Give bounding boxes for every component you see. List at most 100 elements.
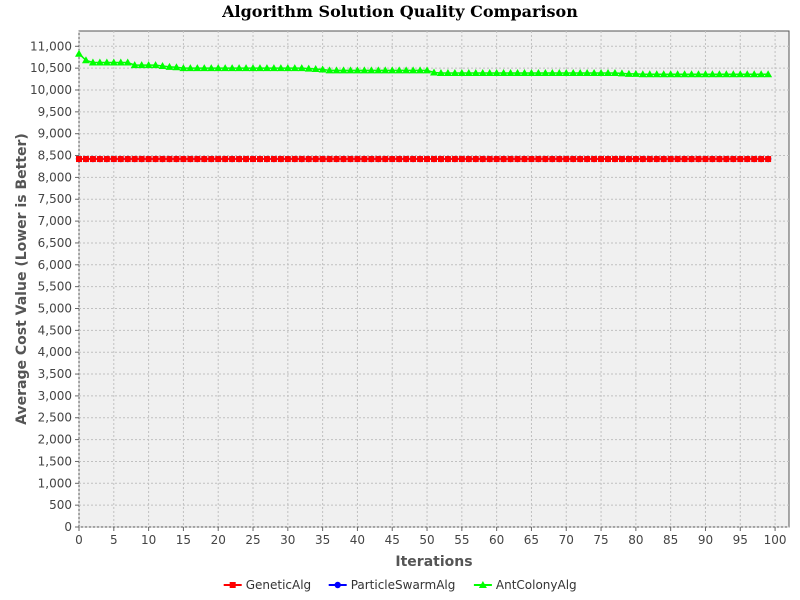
data-point (744, 156, 751, 163)
data-point (361, 156, 368, 163)
data-point (137, 61, 146, 69)
data-point (548, 68, 557, 76)
data-point (563, 156, 570, 163)
legend-label: ParticleSwarmAlg (351, 578, 456, 592)
data-point (729, 70, 738, 78)
x-tick-label: 45 (385, 533, 400, 547)
data-point (200, 64, 209, 72)
data-point (757, 70, 766, 78)
data-point (638, 70, 647, 78)
data-point (347, 156, 354, 163)
data-point (681, 156, 688, 163)
data-point (89, 156, 96, 163)
data-point (513, 68, 522, 76)
data-point (263, 156, 270, 163)
data-point (464, 68, 473, 76)
data-point (360, 66, 369, 74)
y-tick-label: 2,000 (38, 433, 72, 447)
data-point (534, 68, 543, 76)
data-point (750, 70, 759, 78)
data-point (527, 68, 536, 76)
x-tick-label: 40 (350, 533, 365, 547)
x-tick-label: 60 (489, 533, 504, 547)
y-axis-title: Average Cost Value (Lower is Better) (14, 133, 30, 425)
data-point (443, 68, 452, 76)
data-point (520, 68, 529, 76)
data-point (262, 64, 271, 72)
data-point (444, 156, 451, 163)
data-point (591, 156, 598, 163)
data-point (374, 66, 383, 74)
data-point (186, 64, 195, 72)
data-point (450, 68, 459, 76)
data-point (81, 56, 90, 64)
data-point (610, 68, 619, 76)
data-point (124, 156, 131, 163)
y-tick-label: 9,500 (38, 105, 72, 119)
legend-marker (478, 581, 487, 588)
y-tick-label: 8,500 (38, 149, 72, 163)
x-tick-label: 50 (419, 533, 434, 547)
data-point (368, 156, 375, 163)
axes (75, 45, 776, 531)
data-point (701, 70, 710, 78)
data-point (249, 64, 258, 72)
legend-item-GeneticAlg: GeneticAlg (223, 578, 311, 592)
data-point (457, 68, 466, 76)
data-point (290, 64, 299, 72)
data-point (152, 156, 159, 163)
x-tick-label: 95 (733, 533, 748, 547)
data-point (465, 156, 472, 163)
data-point (187, 156, 194, 163)
data-point (333, 156, 340, 163)
tick-labels: 0 5 10 15 20 25 30 35 40 45 50 55 60 65 70 75 80 85 90 95 10… (30, 39, 787, 547)
data-point (624, 69, 633, 77)
legend-marker (229, 582, 236, 588)
data-point (417, 156, 424, 163)
data-point (659, 70, 668, 78)
data-point (297, 64, 306, 72)
data-point (326, 156, 333, 163)
data-point (255, 64, 264, 72)
data-point (346, 66, 355, 74)
legend-label: GeneticAlg (246, 578, 311, 592)
data-point (584, 156, 591, 163)
y-tick-label: 1,500 (38, 454, 72, 468)
data-point (758, 156, 765, 163)
data-point (102, 58, 111, 66)
y-tick-label: 5,000 (38, 301, 72, 315)
data-point (569, 68, 578, 76)
y-tick-label: 3,000 (38, 389, 72, 403)
data-point (436, 68, 445, 76)
data-point (312, 156, 319, 163)
data-point (402, 66, 411, 74)
data-point (158, 61, 167, 69)
data-point (549, 156, 556, 163)
y-tick-label: 10,500 (30, 61, 72, 75)
x-axis-title: Iterations (395, 554, 472, 570)
data-point (521, 156, 528, 163)
series-GeneticAlg (76, 156, 772, 163)
data-point (409, 66, 418, 74)
legend-item-ParticleSwarmAlg: ParticleSwarmAlg (328, 578, 456, 592)
legend-marker (334, 581, 341, 589)
y-tick-label: 9,000 (38, 127, 72, 141)
data-point (395, 66, 404, 74)
data-point (332, 66, 341, 74)
data-point (180, 156, 187, 163)
data-point (645, 70, 654, 78)
x-tick-label: 15 (176, 533, 191, 547)
data-point (430, 68, 438, 76)
series-AntColonyAlg (75, 49, 773, 78)
x-tick-label: 55 (454, 533, 469, 547)
data-point (194, 156, 201, 163)
data-point (652, 70, 661, 78)
data-point (743, 70, 752, 78)
data-point (535, 156, 542, 163)
data-point (283, 64, 292, 72)
data-point (207, 64, 216, 72)
data-point (639, 156, 646, 163)
data-point (276, 64, 285, 72)
y-tick-label: 4,500 (38, 323, 72, 337)
data-point (736, 70, 745, 78)
